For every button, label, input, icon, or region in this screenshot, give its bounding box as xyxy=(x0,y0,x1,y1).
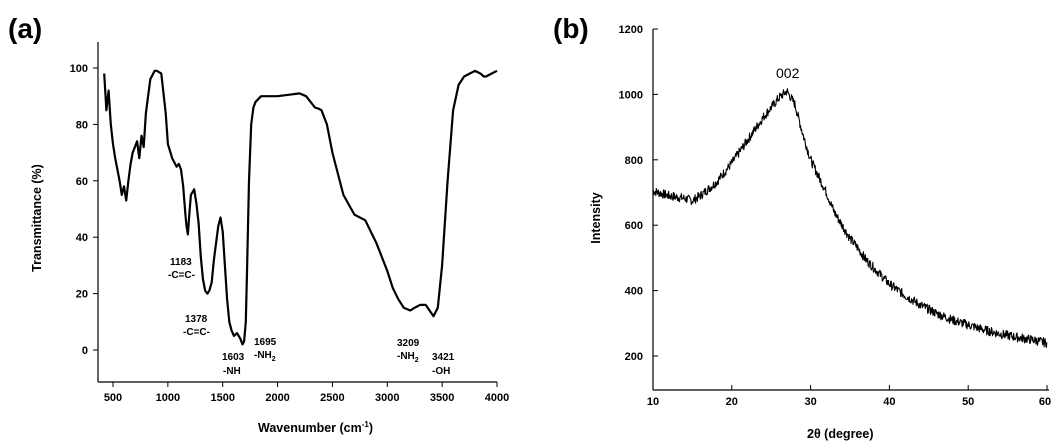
panel-b-x-axis-label: 2θ (degree) xyxy=(807,427,874,441)
panel-b-x-tick-label: 60 xyxy=(1039,396,1051,408)
annot-3209: 3209 -NH2 xyxy=(397,338,420,364)
panel-a-y-tick-label: 100 xyxy=(70,63,88,75)
panel-a-label: (a) xyxy=(8,13,42,44)
panel-a-x-tick-label: 2000 xyxy=(265,392,289,404)
panel-a-x-tick-label: 4000 xyxy=(485,392,509,404)
annot-3421: 3421 -OH xyxy=(432,352,455,377)
panel-b-x-ticks: 10 20 30 40 50 60 xyxy=(647,385,1051,408)
panel-a-y-axis-label: Transmittance (%) xyxy=(30,164,44,272)
panel-b-x-tick-label: 40 xyxy=(883,396,895,408)
panel-b-x-tick-label: 10 xyxy=(647,396,659,408)
panel-a-x-tick-label: 2500 xyxy=(320,392,344,404)
panel-b-y-tick-label: 1000 xyxy=(619,89,643,101)
panel-b-y-tick-label: 1200 xyxy=(619,24,643,36)
panel-a-y-ticks: 0 20 40 60 80 100 xyxy=(70,63,98,357)
annot-1183: 1183 -C=C- xyxy=(168,257,195,281)
panel-b-y-tick-label: 600 xyxy=(625,220,643,232)
annot-1603: 1603 -NH xyxy=(222,352,245,377)
panel-b-label: (b) xyxy=(553,13,589,44)
panel-b-x-tick-label: 50 xyxy=(962,396,974,408)
panel-b-x-tick-label: 30 xyxy=(804,396,816,408)
panel-b-x-tick-label: 20 xyxy=(726,396,738,408)
panel-a-x-tick-label: 500 xyxy=(104,392,122,404)
panel-a-y-tick-label: 0 xyxy=(82,345,88,357)
panel-a-x-tick-label: 1500 xyxy=(210,392,234,404)
panel-a-plot: 500 1000 1500 2000 2500 3000 3500 4000 0 20 40 60 8… xyxy=(30,42,509,435)
panel-a-x-tick-label: 1000 xyxy=(156,392,180,404)
panel-b-y-tick-label: 400 xyxy=(625,286,643,298)
panel-a-y-tick-label: 40 xyxy=(76,232,88,244)
annot-002: 002 xyxy=(776,65,800,81)
panel-b-xrd-line xyxy=(652,88,1048,348)
panel-a-spectrum-line xyxy=(103,69,498,346)
panel-a-y-tick-label: 60 xyxy=(76,176,88,188)
panel-a-y-tick-label: 80 xyxy=(76,119,88,131)
panel-b-y-axis-label: Intensity xyxy=(589,192,603,243)
annot-1378: 1378 -C=C- xyxy=(183,314,210,338)
annot-1695: 1695 -NH2 xyxy=(254,337,277,363)
panel-a-x-axis-label: Wavenumber (cm-1) xyxy=(258,420,373,435)
panel-a-x-tick-label: 3500 xyxy=(430,392,454,404)
panel-a-x-tick-label: 3000 xyxy=(375,392,399,404)
panel-a-y-tick-label: 20 xyxy=(76,289,88,301)
panel-a-x-ticks: 500 1000 1500 2000 2500 3000 3500 4000 xyxy=(104,382,509,404)
panel-b-y-tick-label: 200 xyxy=(625,351,643,363)
panel-b-y-tick-label: 800 xyxy=(625,155,643,167)
panel-b-y-ticks: 200 400 600 800 1000 1200 xyxy=(619,24,658,363)
panel-b-plot: 10 20 30 40 50 60 200 400 600 800 1000 1200 2θ (de… xyxy=(589,24,1051,441)
